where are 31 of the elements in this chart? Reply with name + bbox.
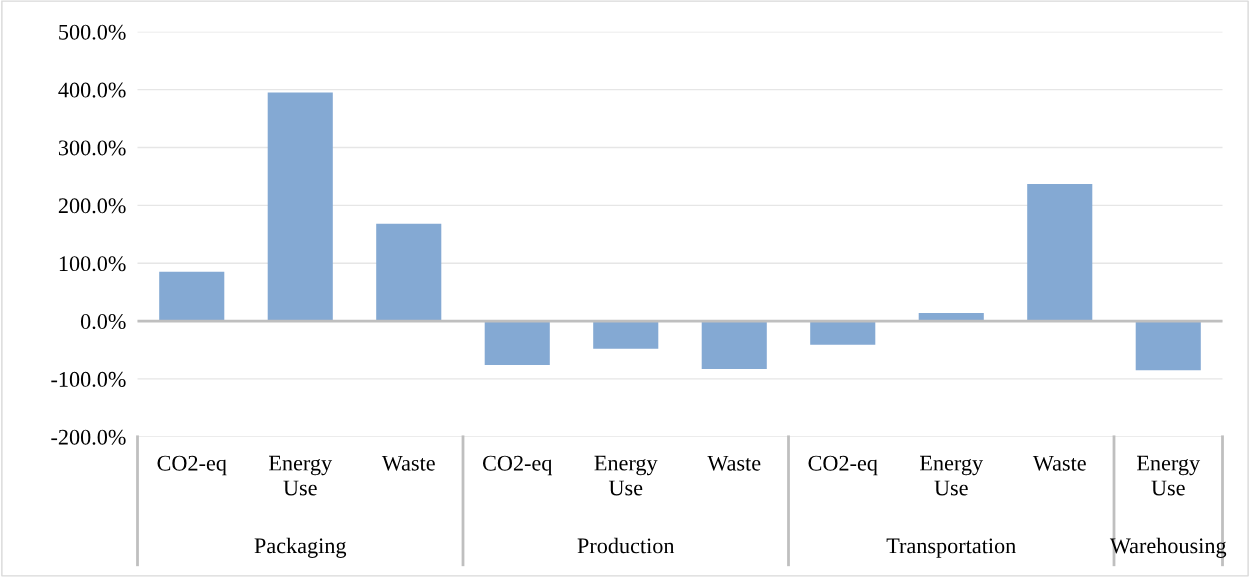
- bar: [1135, 321, 1201, 371]
- bar: [1027, 183, 1093, 322]
- bar: [267, 92, 333, 322]
- x-tick-label: Waste: [381, 455, 435, 471]
- x-tick-label: Energy Use: [1137, 455, 1201, 496]
- y-tick-label: 200.0%: [58, 198, 126, 214]
- x-tick-label: Waste: [1032, 455, 1086, 471]
- bar: [376, 223, 442, 322]
- text: Transportation: [886, 538, 1016, 558]
- bar: [484, 321, 550, 366]
- x-tick-label: Waste: [707, 455, 761, 471]
- y-tick-label: 400.0%: [58, 82, 126, 98]
- x-tick-label: CO2-eq: [157, 455, 227, 476]
- x-tick-label: Energy Use: [594, 455, 658, 496]
- bar: [810, 321, 876, 345]
- y-tick-label: -200.0%: [51, 429, 126, 445]
- text: Production: [577, 537, 675, 554]
- text: Packaging: [254, 537, 347, 558]
- y-tick-label: -100.0%: [51, 371, 126, 387]
- y-tick-label: 0.0%: [80, 313, 126, 330]
- x-tick-label: CO2-eq: [808, 455, 878, 476]
- y-tick-label: 500.0%: [59, 24, 126, 40]
- y-tick-label: 300.0%: [58, 140, 126, 156]
- x-tick-label: Energy Use: [920, 455, 984, 496]
- y-tick-label: 100.0%: [59, 256, 126, 272]
- text: Warehousing: [1109, 537, 1227, 558]
- bar: [701, 321, 767, 370]
- x-tick-label: Energy Use: [269, 455, 333, 496]
- bar: [159, 271, 225, 322]
- bar: [593, 321, 659, 349]
- x-tick-label: CO2-eq: [482, 455, 553, 476]
